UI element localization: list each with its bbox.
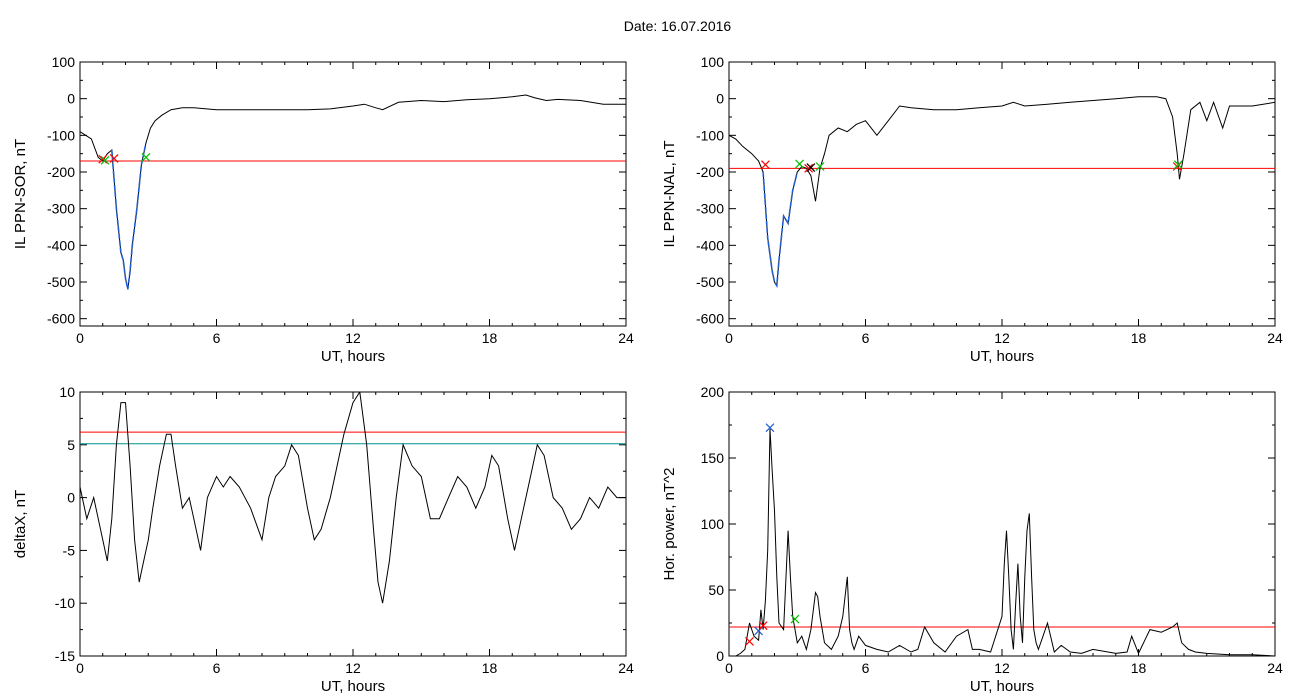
marker-cross (745, 637, 754, 646)
y-tick-label: -5 (63, 542, 76, 558)
series-line-1 (80, 392, 626, 604)
y-tick-label: -300 (696, 201, 724, 217)
y-tick-label: -200 (47, 164, 75, 180)
marker-cross (806, 163, 816, 173)
x-tick-label: 12 (994, 330, 1010, 346)
y-tick-label: -400 (696, 237, 724, 253)
y-tick-label: 0 (67, 91, 75, 107)
y-tick-label: -600 (696, 311, 724, 327)
y-tick-label: -100 (696, 127, 724, 143)
plot-frame (79, 61, 627, 327)
y-tick-label: 200 (701, 384, 725, 400)
marker-cross (790, 614, 800, 624)
x-tick-label: 0 (725, 660, 733, 676)
marker-cross (804, 163, 814, 173)
x-tick-label: 6 (213, 660, 221, 676)
y-tick-label: -500 (47, 274, 75, 290)
y-tick-label: -600 (47, 311, 75, 327)
y-tick-label: 50 (708, 582, 724, 598)
x-axis-label: UT, hours (970, 678, 1034, 695)
y-tick-label: -500 (696, 274, 724, 290)
x-tick-label: 0 (76, 660, 84, 676)
x-tick-label: 6 (862, 660, 870, 676)
x-tick-label: 18 (482, 660, 498, 676)
y-tick-label: 10 (59, 384, 75, 400)
x-tick-label: 24 (618, 330, 634, 346)
x-tick-label: 24 (618, 660, 634, 676)
x-tick-label: 18 (482, 330, 498, 346)
y-tick-label: 100 (701, 54, 725, 70)
figure-title: Date: 16.07.2016 (623, 18, 732, 34)
plot-frame (79, 391, 627, 657)
y-tick-label: 5 (67, 437, 75, 453)
chart-panel-1: 0 6 12 18 24 100 0 -100 -200 -300 -400 -500 -600 UT, … (12, 54, 634, 365)
x-axis-label: UT, hours (321, 678, 385, 695)
y-tick-label: -10 (55, 595, 75, 611)
x-tick-label: 0 (725, 330, 733, 346)
y-tick-label: -200 (696, 164, 724, 180)
y-tick-label: -400 (47, 237, 75, 253)
y-axis-label: IL PPN-SOR, nT (12, 139, 29, 249)
series-line-2 (762, 171, 799, 289)
x-tick-label: 24 (1267, 330, 1283, 346)
y-tick-label: 0 (716, 91, 724, 107)
y-tick-label: 100 (52, 54, 76, 70)
y-axis-label: IL PPN-NAL, nT (661, 141, 678, 248)
x-axis-label: UT, hours (970, 348, 1034, 365)
y-tick-label: -300 (47, 201, 75, 217)
x-tick-label: 18 (1131, 330, 1147, 346)
marker-cross (795, 159, 804, 169)
x-axis-label: UT, hours (321, 348, 385, 365)
series-line-2 (111, 142, 147, 290)
marker-cross (758, 621, 768, 631)
x-tick-label: 12 (345, 660, 361, 676)
x-tick-label: 18 (1131, 660, 1147, 676)
marker-cross (100, 155, 110, 165)
marker-cross (1173, 160, 1183, 170)
chart-panel-2: 0 6 12 18 24 100 0 -100 -200 -300 -400 -500 -600 UT, … (661, 54, 1283, 365)
y-tick-label: 0 (67, 490, 75, 506)
x-tick-label: 24 (1267, 660, 1283, 676)
x-tick-label: 12 (994, 660, 1010, 676)
series-line-1 (80, 94, 626, 290)
marker-cross (760, 160, 770, 170)
chart-panel-3: 0 6 12 18 24 10 5 0 -5 -10 -15 UT, hours deltaX, nT (12, 384, 634, 695)
y-tick-label: -100 (47, 127, 75, 143)
y-axis-label: deltaX, nT (12, 490, 29, 558)
marker-cross (98, 154, 108, 164)
x-tick-label: 6 (213, 330, 221, 346)
x-tick-label: 0 (76, 330, 84, 346)
marker-cross (815, 162, 825, 171)
y-tick-label: 0 (716, 648, 724, 664)
marker-cross (141, 152, 151, 162)
y-tick-label: -15 (55, 648, 75, 664)
marker-cross (109, 154, 119, 163)
marker-cross (765, 423, 775, 433)
y-axis-label: Hor. power, nT^2 (661, 468, 678, 581)
plot-frame (728, 61, 1276, 327)
series-line-1 (729, 96, 1275, 288)
y-tick-label: 100 (701, 516, 725, 532)
chart-panel-4: 0 6 12 18 24 200 150 100 50 0 UT, hours Hor. power,… (661, 384, 1283, 695)
x-tick-label: 12 (345, 330, 361, 346)
series-line-1 (729, 428, 1275, 656)
x-tick-label: 6 (862, 330, 870, 346)
y-tick-label: 150 (701, 450, 725, 466)
